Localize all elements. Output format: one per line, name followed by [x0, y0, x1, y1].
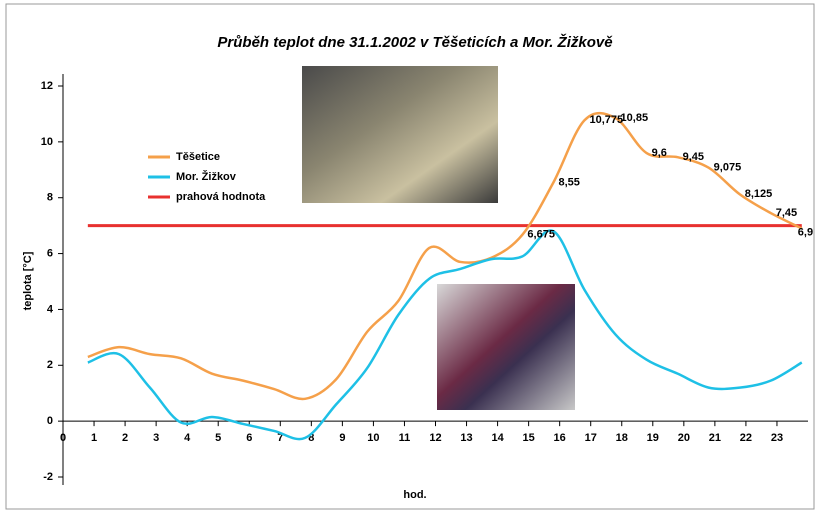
- x-tick-label: 1: [91, 432, 97, 444]
- y-tick-label: -2: [43, 471, 53, 483]
- data-label: 6,9: [798, 226, 813, 238]
- data-label: 8,125: [745, 188, 773, 200]
- data-label: 8,55: [558, 176, 579, 188]
- x-tick-label: 18: [616, 432, 628, 444]
- data-label: 6,675: [527, 229, 555, 241]
- x-tick-label: 11: [399, 432, 411, 444]
- y-tick-label: 2: [47, 359, 53, 371]
- y-tick-label: 4: [47, 303, 54, 315]
- data-label: 9,45: [683, 151, 704, 163]
- photo: [302, 66, 498, 203]
- x-tick-label: 4: [184, 432, 191, 444]
- data-label: 9,075: [714, 162, 742, 174]
- chart-title: Průběh teplot dne 31.1.2002 v Těšeticích…: [217, 33, 613, 51]
- y-tick-label: 12: [41, 80, 53, 92]
- x-tick-label: 19: [647, 432, 659, 444]
- y-tick-label: 8: [47, 192, 53, 204]
- x-tick-label: 14: [491, 432, 504, 444]
- y-tick-label: 0: [47, 415, 53, 427]
- data-label: 10,85: [621, 112, 649, 124]
- legend-label: Těšetice: [176, 151, 220, 163]
- photo: [437, 284, 575, 410]
- x-tick-label: 12: [429, 432, 441, 444]
- x-tick-label: 20: [678, 432, 690, 444]
- x-tick-label: 16: [554, 432, 566, 444]
- y-axis-label: teplota [°C]: [22, 251, 34, 310]
- x-tick-label: 13: [460, 432, 472, 444]
- x-tick-label: 2: [122, 432, 128, 444]
- y-tick-label: 10: [41, 136, 53, 148]
- y-tick-label: 6: [47, 247, 53, 259]
- x-tick-label: 22: [740, 432, 752, 444]
- x-tick-label: 21: [709, 432, 721, 444]
- x-tick-label: 3: [153, 432, 159, 444]
- x-tick-label: 0: [60, 432, 66, 444]
- chart: Průběh teplot dne 31.1.2002 v Těšeticích…: [0, 0, 819, 514]
- legend-label: Mor. Žižkov: [176, 170, 237, 183]
- x-tick-label: 6: [246, 432, 252, 444]
- data-label: 10,775: [590, 114, 624, 126]
- x-tick-label: 5: [215, 432, 221, 444]
- data-label: 9,6: [652, 147, 667, 159]
- x-tick-label: 17: [585, 432, 597, 444]
- x-tick-label: 15: [523, 432, 535, 444]
- x-axis-label: hod.: [403, 489, 426, 501]
- x-tick-label: 10: [367, 432, 379, 444]
- x-tick-label: 9: [339, 432, 345, 444]
- data-label: 7,45: [776, 207, 797, 219]
- legend-label: prahová hodnota: [176, 191, 266, 203]
- x-tick-label: 23: [771, 432, 783, 444]
